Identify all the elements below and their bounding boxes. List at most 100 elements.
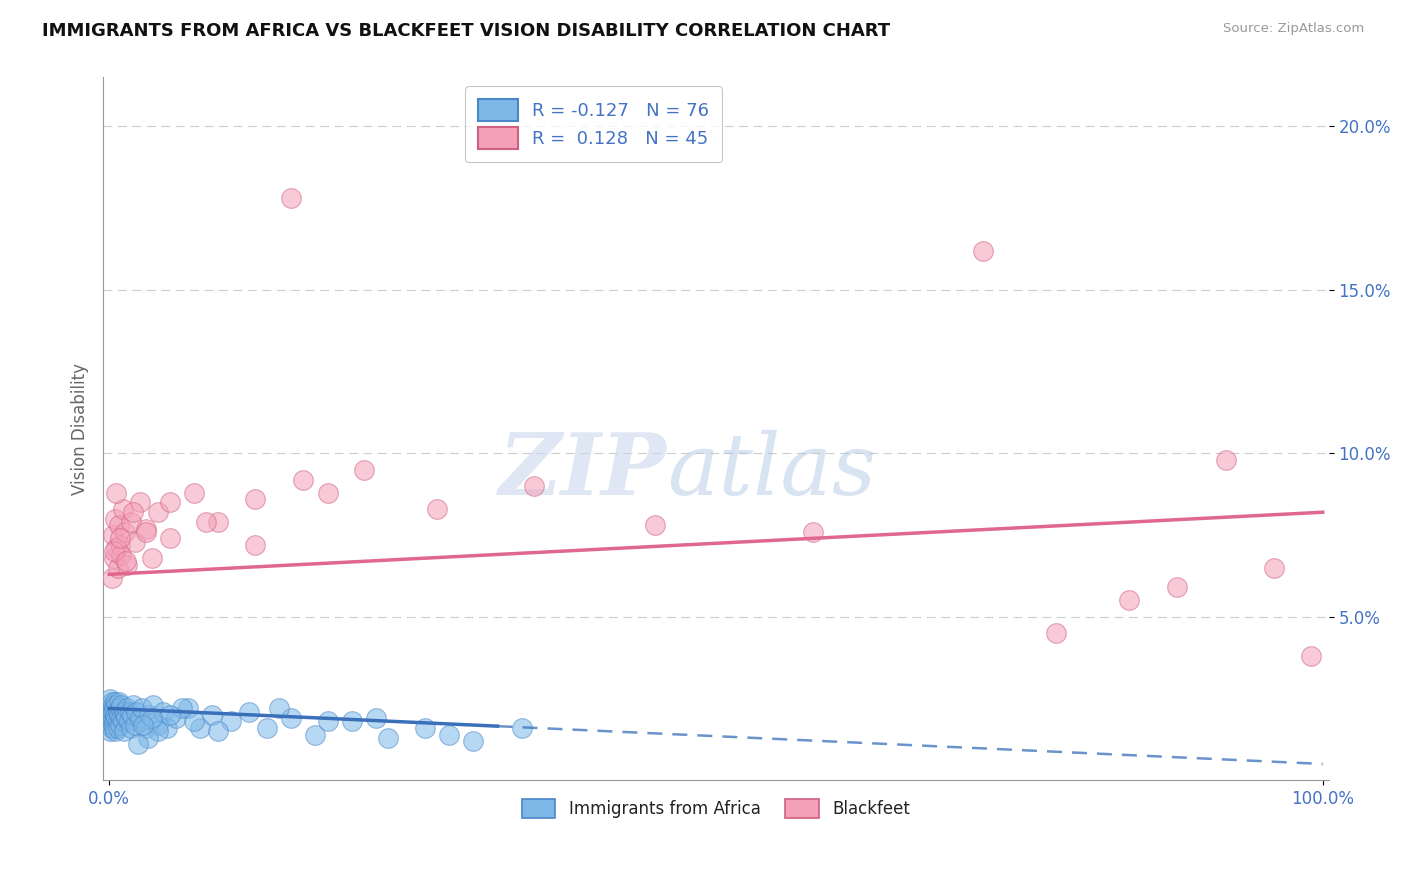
Point (132, 717, 155, 731)
Point (131, 701, 153, 715)
Point (124, 534, 146, 549)
Point (165, 711, 187, 725)
Point (105, 541, 128, 556)
Point (101, 528, 124, 542)
Point (1118, 593, 1140, 607)
Point (170, 701, 193, 715)
Point (127, 737, 149, 751)
Point (195, 515, 218, 529)
Point (103, 721, 125, 735)
Point (117, 558, 139, 572)
Point (108, 538, 131, 552)
Point (510, 721, 533, 735)
Point (146, 505, 169, 519)
Point (188, 721, 211, 735)
Point (107, 705, 129, 719)
Point (141, 551, 163, 566)
Point (219, 714, 242, 729)
Point (243, 492, 266, 507)
Point (114, 524, 136, 539)
Point (136, 731, 159, 745)
Point (426, 502, 449, 516)
Point (316, 485, 339, 500)
Point (100, 695, 122, 709)
Point (1045, 626, 1067, 640)
Point (107, 721, 129, 735)
Point (183, 485, 205, 500)
Point (103, 551, 125, 566)
Point (104, 707, 127, 722)
Point (117, 714, 139, 729)
Point (138, 707, 160, 722)
Point (105, 485, 128, 500)
Point (1263, 561, 1285, 575)
Point (111, 502, 134, 516)
Point (207, 515, 229, 529)
Point (801, 524, 824, 539)
Point (120, 721, 142, 735)
Text: atlas: atlas (666, 430, 876, 512)
Point (413, 721, 436, 735)
Point (120, 515, 142, 529)
Point (644, 518, 666, 533)
Point (377, 731, 399, 745)
Point (114, 707, 136, 722)
Point (135, 524, 157, 539)
Point (110, 548, 132, 562)
Point (304, 727, 326, 741)
Point (104, 695, 127, 709)
Point (101, 705, 124, 719)
Point (256, 721, 278, 735)
Point (100, 701, 122, 715)
Point (316, 714, 339, 729)
Point (463, 734, 485, 748)
Point (100, 691, 122, 706)
Point (128, 495, 150, 509)
Point (112, 724, 135, 739)
Point (100, 707, 122, 722)
Point (103, 544, 125, 558)
Point (115, 554, 138, 568)
Point (101, 717, 124, 731)
Text: IMMIGRANTS FROM AFRICA VS BLACKFEET VISION DISABILITY CORRELATION CHART: IMMIGRANTS FROM AFRICA VS BLACKFEET VISI… (42, 22, 890, 40)
Point (100, 721, 122, 735)
Point (108, 695, 131, 709)
Point (122, 505, 145, 519)
Point (437, 727, 460, 741)
Point (110, 711, 132, 725)
Point (183, 714, 205, 729)
Point (340, 714, 363, 729)
Point (101, 711, 124, 725)
Point (100, 724, 122, 739)
Point (125, 705, 148, 719)
Point (111, 714, 134, 729)
Point (107, 561, 129, 575)
Point (100, 714, 122, 729)
Point (972, 244, 994, 258)
Point (177, 701, 200, 715)
Point (366, 711, 388, 725)
Point (101, 698, 124, 712)
Point (201, 707, 224, 722)
Point (159, 495, 181, 509)
Point (107, 714, 129, 729)
Point (156, 721, 179, 735)
Point (1166, 581, 1188, 595)
Point (117, 701, 139, 715)
Point (108, 518, 131, 533)
Point (124, 717, 146, 731)
Point (104, 724, 127, 739)
Point (108, 717, 131, 731)
Point (118, 705, 141, 719)
Point (135, 522, 157, 536)
Point (523, 479, 546, 493)
Text: Source: ZipAtlas.com: Source: ZipAtlas.com (1223, 22, 1364, 36)
Point (103, 701, 125, 715)
Point (135, 721, 157, 735)
Y-axis label: Vision Disability: Vision Disability (72, 363, 89, 495)
Point (267, 701, 290, 715)
Point (159, 707, 181, 722)
Point (1215, 453, 1237, 467)
Text: ZIP: ZIP (499, 429, 666, 513)
Point (292, 473, 315, 487)
